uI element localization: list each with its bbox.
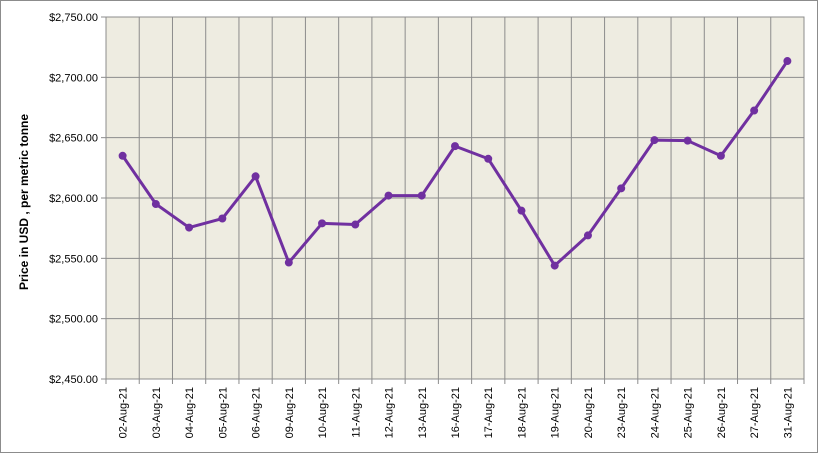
data-point: [417, 191, 426, 200]
data-point: [484, 154, 493, 163]
data-point: [185, 223, 194, 232]
data-point: [451, 142, 459, 151]
data-point: [118, 151, 127, 160]
y-tick-label: $2,700.00: [49, 72, 98, 84]
y-tick-label: $2,600.00: [49, 193, 98, 205]
x-tick-label: 20-Aug-21: [583, 387, 595, 438]
data-point: [716, 151, 725, 160]
data-point: [550, 261, 559, 270]
data-point: [351, 220, 360, 229]
x-tick-label: 24-Aug-21: [649, 387, 661, 438]
x-tick-label: 04-Aug-21: [184, 387, 196, 438]
data-point: [151, 200, 160, 209]
data-point: [650, 136, 659, 145]
x-tick-label: 12-Aug-21: [384, 387, 396, 438]
plot-border: [105, 16, 805, 380]
x-tick-label: 31-Aug-21: [782, 387, 794, 438]
y-tick-label: $2,750.00: [49, 12, 98, 24]
x-tick-label: 23-Aug-21: [616, 387, 628, 438]
x-axis-tick-labels: 02-Aug-21 03-Aug-21 04-Aug-21 05-Aug-21 06-A…: [118, 387, 795, 438]
vertical-gridlines: [105, 17, 805, 384]
data-point: [683, 136, 692, 145]
x-tick-label: 10-Aug-21: [317, 387, 329, 438]
data-point: [617, 184, 626, 193]
y-axis-title: Price in USD , per metric tonne: [17, 114, 31, 290]
y-tick-label: $2,500.00: [49, 314, 98, 326]
y-tick-label: $2,450.00: [49, 374, 98, 386]
x-tick-label: 27-Aug-21: [749, 387, 761, 438]
y-tick-label: $2,650.00: [49, 133, 98, 145]
y-axis-tick-labels: $2,450.00 $2,500.00 $2,550.00 $2,600.00 $2,6…: [49, 12, 98, 386]
x-tick-label: 06-Aug-21: [251, 387, 263, 438]
data-point: [251, 172, 260, 181]
x-tick-label: 05-Aug-21: [217, 387, 229, 438]
data-point: [783, 57, 792, 66]
data-point: [750, 106, 759, 115]
x-tick-label: 03-Aug-21: [151, 387, 163, 438]
x-tick-label: 16-Aug-21: [450, 387, 462, 438]
data-point: [318, 219, 327, 228]
x-tick-label: 18-Aug-21: [516, 387, 528, 438]
x-tick-label: 25-Aug-21: [683, 387, 695, 438]
x-tick-label: 02-Aug-21: [118, 387, 130, 438]
y-tick-label: $2,550.00: [49, 253, 98, 265]
x-tick-label: 13-Aug-21: [417, 387, 429, 438]
data-point: [284, 258, 293, 267]
data-point: [583, 231, 592, 240]
x-tick-label: 19-Aug-21: [550, 387, 562, 438]
data-point: [384, 191, 393, 200]
x-tick-label: 11-Aug-21: [350, 387, 362, 438]
series-group: [118, 57, 792, 270]
data-point: [517, 206, 526, 215]
x-tick-label: 09-Aug-21: [284, 387, 296, 438]
x-tick-label: 17-Aug-21: [483, 387, 495, 438]
x-tick-label: 26-Aug-21: [716, 387, 728, 438]
data-point: [218, 214, 227, 223]
